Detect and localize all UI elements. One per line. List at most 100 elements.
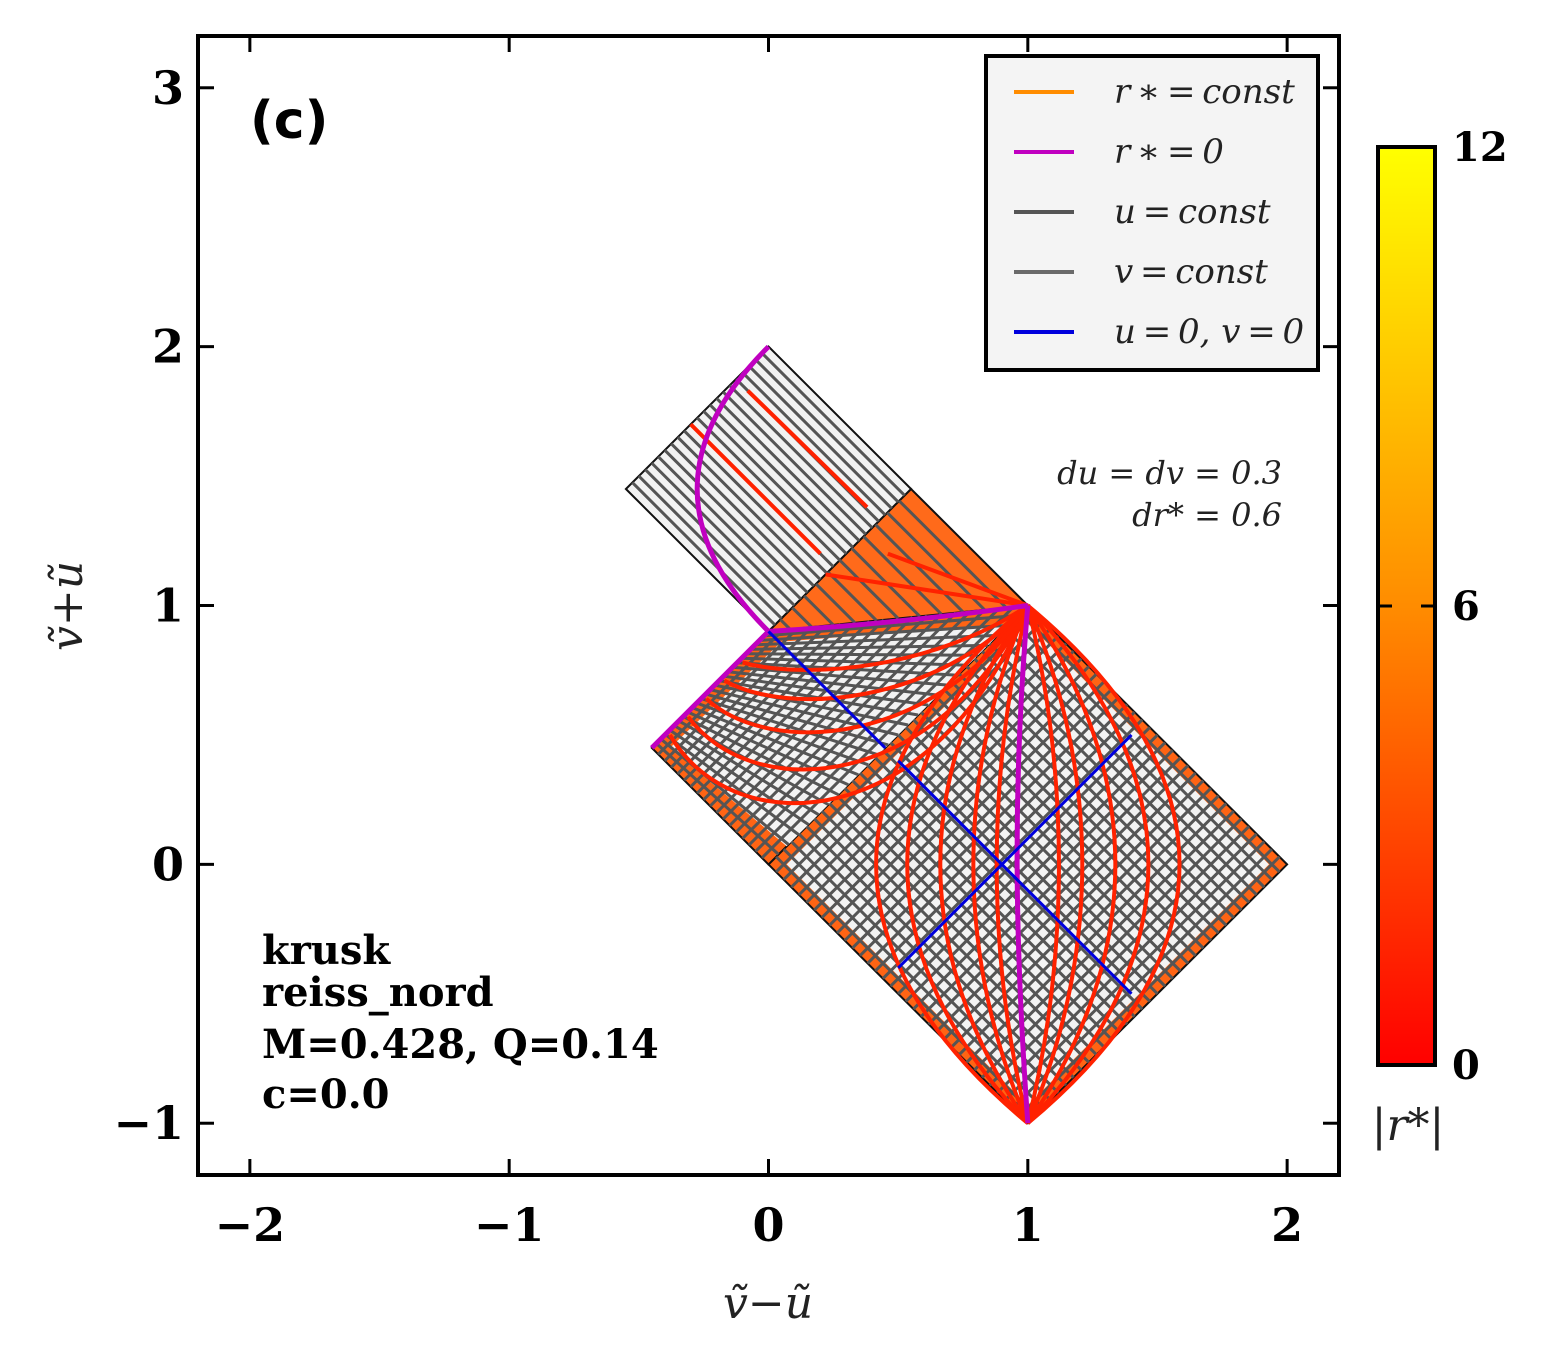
u-const-strip-line [814,582,856,624]
r-star-line-III [887,551,1029,608]
v-const-III-line [715,397,861,542]
r-star-curve [1026,604,1151,1125]
r-star-curve-II [723,604,1030,702]
r-star-curve [1025,605,1061,1124]
r-star-zero-line [650,629,771,750]
axis-ticks: −2 −1 0 1 2 −1 0 1 2 3 [113,36,1339,1252]
v-const-II-line [676,624,828,775]
u-const-strip-line [826,571,878,622]
info-params: M=0.428, Q=0.14 [262,1021,659,1068]
v-const-line [935,771,1197,1033]
v-const-II-line [760,605,1015,859]
colorbar-label: |r*| [1372,1100,1445,1151]
u-const-strip-line [886,511,986,611]
v-const-III-line [663,449,809,594]
v-const-III-line [728,384,874,529]
v-const-II-line [722,614,929,821]
v-const-II-line [689,621,856,788]
u-const-strip-line [874,523,965,614]
colorbar-tick-label: 0 [1452,1042,1480,1089]
r-star-line-III [689,422,822,556]
v-const-line [1003,840,1266,1102]
v-const-line [828,665,1090,927]
r-star-const-curves [668,389,1182,1125]
v-const-II-line [715,615,914,814]
v-const-II-line [657,628,784,756]
legend-label: r ∗ = const [1114,72,1295,112]
v-const-II-line [754,607,1001,853]
v-const-line [919,756,1182,1018]
y-tick-label: −1 [113,1096,184,1150]
x-tick-label: 2 [1271,1198,1303,1252]
v-const-III-line [754,358,900,504]
v-const-line [858,695,1121,957]
v-const-line [874,711,1136,973]
v-const-III-line [696,416,841,562]
legend-label: r ∗ = 0 [1114,132,1224,172]
v-const-line [897,733,1159,995]
v-const-line [912,749,1174,1011]
info-c: c=0.0 [262,1071,389,1118]
legend-label: v = const [1114,252,1268,292]
u-const-strip-line [862,535,943,616]
v-const-line [996,832,1258,1094]
panel-label: (c) [250,91,328,151]
r-star-zero-line [1014,605,1031,1124]
v-const-line [965,802,1228,1064]
v-const-II-line [747,608,986,847]
v-const-III-line [747,364,893,510]
special-lines [650,344,1133,1124]
step-annotation-dr: dr* = 0.6 [1132,496,1282,534]
u-const-strip-line [838,559,900,620]
v-const-II-line [735,611,957,834]
v-const-II-line [702,618,885,801]
r-star-curve [1025,604,1085,1125]
x-tick-label: 1 [1012,1198,1044,1252]
step-annotation-du-dv: du = dv = 0.3 [1057,454,1282,492]
legend-label: u = const [1114,192,1271,232]
x-tick-label: −1 [474,1198,545,1252]
v-const-II-line [683,623,842,782]
plot-frame [196,34,1341,1177]
v-const-III-line [683,429,828,575]
info-metric: reiss_nord [262,969,494,1016]
v-const-line [820,657,1083,919]
v-const-line [988,825,1251,1087]
legend-label: u = 0, v = 0 [1114,312,1304,352]
v-const-III-line [631,481,777,626]
colorbar: 0 6 12 |r*| [1372,124,1508,1151]
colorbar-tick-label: 6 [1452,583,1480,630]
u-const-strip-line [791,606,813,629]
v-const-II-line [709,617,900,808]
r-star-curve [1026,604,1118,1125]
v-const-III-line [657,455,802,601]
v-const-line [881,718,1144,980]
r-star-curve-II [686,604,1030,772]
r-star-curve-II [742,603,1029,672]
v-const-III-line [650,462,796,607]
r-star-curve [874,603,1030,1125]
v-const-line [958,794,1220,1056]
v-const-III-line [702,410,848,555]
r-star-zero-line [768,603,1029,634]
v-const-III-line [741,371,887,516]
v-const-line [973,810,1235,1071]
x-tick-label: 0 [752,1198,784,1252]
v-const-line [980,817,1243,1079]
colorbar-tick-label: 12 [1452,124,1508,171]
x-axis-title: ṽ−ũ [723,1278,813,1329]
u-const-strip-line [779,618,792,631]
v-const-line [797,634,1060,896]
r-star-curve [1026,603,1182,1125]
y-tick-label: 2 [152,320,184,374]
r-star-line-III [746,389,869,509]
y-axis-title: ṽ+ũ [42,561,93,651]
v-const-II-line [696,620,871,795]
u-const-strip-line [803,594,835,626]
v-const-II-line [663,627,799,762]
r-star-zero-line [694,344,771,634]
u0-v0-line [767,630,887,749]
model-info: krusk reiss_nord M=0.428, Q=0.14 c=0.0 [262,927,659,1118]
v-const-line [813,650,1075,912]
